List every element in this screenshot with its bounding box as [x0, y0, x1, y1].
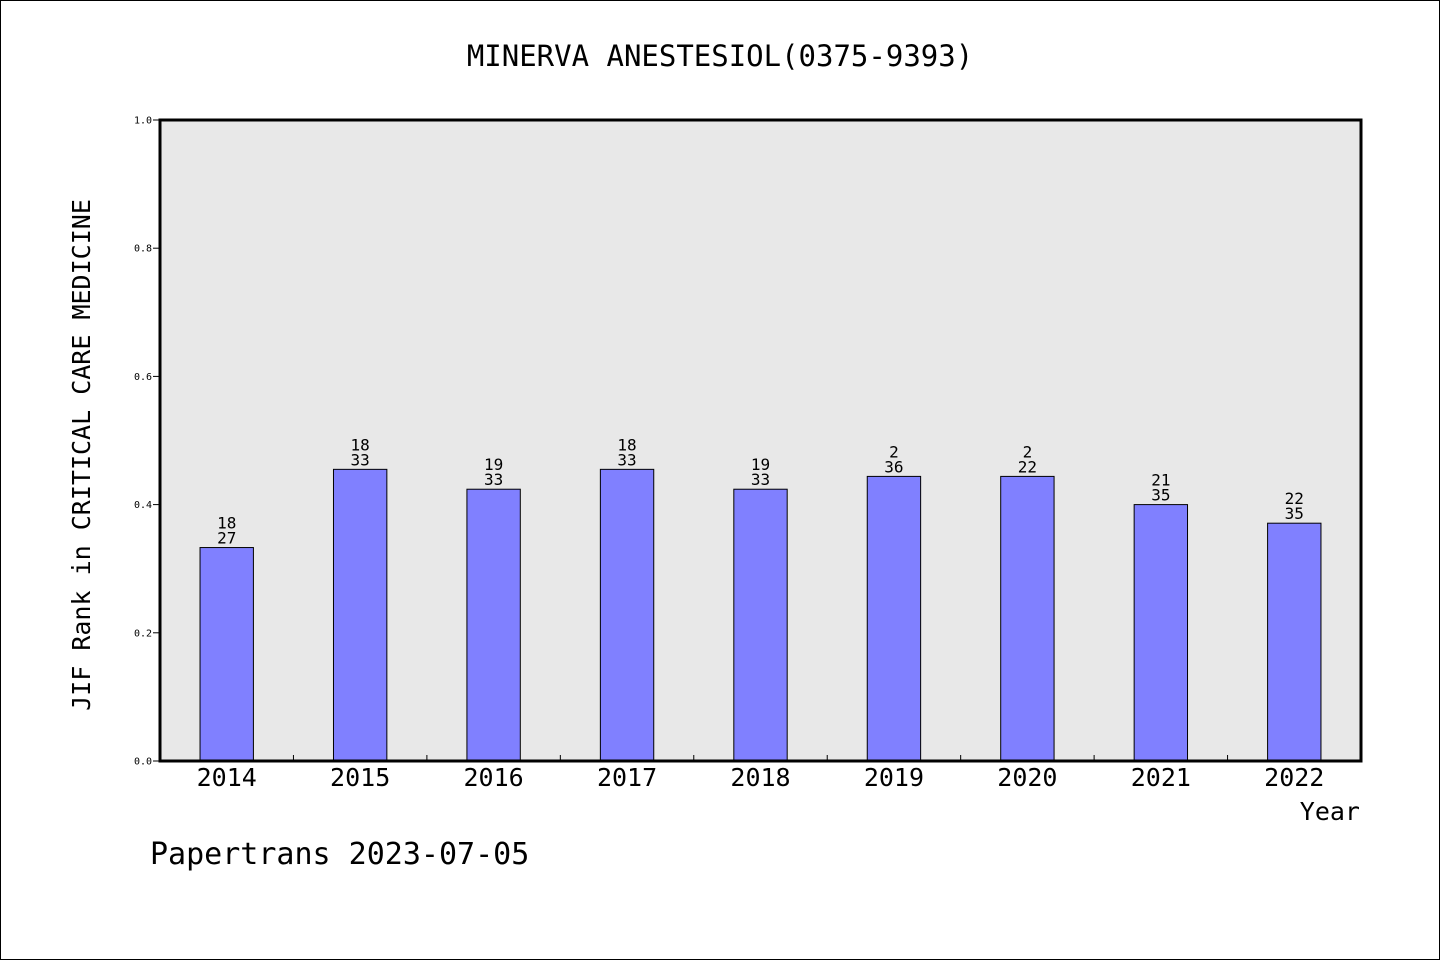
rank-label: 19 [751, 455, 770, 474]
total-label: 22 [1018, 457, 1037, 476]
total-label: 27 [217, 529, 236, 548]
bar-2017 [599, 468, 655, 762]
rank-label: 21 [1151, 471, 1170, 490]
rank-label: 18 [351, 435, 370, 454]
bar-2020 [1000, 475, 1055, 762]
x-axis-label: Year [1300, 797, 1360, 826]
y-axis-label: JIF Rank in CRITICAL CARE MEDICINE [67, 199, 96, 711]
bar-2019 [866, 475, 922, 762]
total-label: 33 [484, 470, 503, 489]
y-tick-label: 0.0 [134, 757, 152, 768]
bar-2022 [1267, 522, 1322, 762]
x-tick-label: 2022 [1264, 763, 1324, 792]
bar-2016 [466, 488, 521, 762]
bar-2014 [199, 547, 254, 762]
total-label: 36 [884, 457, 903, 476]
total-label: 35 [1151, 486, 1170, 505]
bar-2015 [332, 468, 388, 762]
footer-credit: Papertrans 2023-07-05 [150, 837, 529, 872]
rank-label: 2 [889, 442, 899, 461]
x-tick-label: 2015 [330, 763, 390, 792]
bar-2021 [1133, 504, 1189, 762]
y-axis-ticks: 0.0 0.2 0.4 0.6 0.8 1.0 [134, 116, 160, 768]
y-tick-label: 0.6 [134, 372, 152, 383]
x-tick-label: 2018 [730, 763, 790, 792]
bars-group [199, 468, 1322, 762]
x-tick-label: 2016 [464, 763, 524, 792]
x-tick-label: 2019 [864, 763, 924, 792]
y-tick-label: 1.0 [134, 116, 152, 127]
total-label: 33 [351, 450, 370, 469]
plot-border [158, 118, 1363, 763]
bar-2018 [733, 488, 788, 762]
x-tick-label: 2014 [197, 763, 257, 792]
total-label: 35 [1285, 504, 1304, 523]
y-tick-label: 0.8 [134, 244, 152, 255]
rank-label: 18 [617, 435, 636, 454]
total-label: 33 [617, 450, 636, 469]
rank-label: 2 [1023, 442, 1033, 461]
chart-title: MINERVA ANESTESIOL(0375-9393) [467, 39, 973, 73]
x-tick-label: 2020 [997, 763, 1057, 792]
x-axis-ticks: 2014 2015 2016 2017 2018 2019 2020 2021 2022 [197, 755, 1324, 792]
y-tick-label: 0.4 [134, 500, 152, 511]
rank-label: 22 [1285, 489, 1304, 508]
total-label: 33 [751, 470, 770, 489]
x-tick-label: 2017 [597, 763, 657, 792]
y-tick-label: 0.2 [134, 628, 152, 639]
rank-label: 18 [217, 514, 236, 533]
rank-label: 19 [484, 455, 503, 474]
x-tick-label: 2021 [1131, 763, 1191, 792]
